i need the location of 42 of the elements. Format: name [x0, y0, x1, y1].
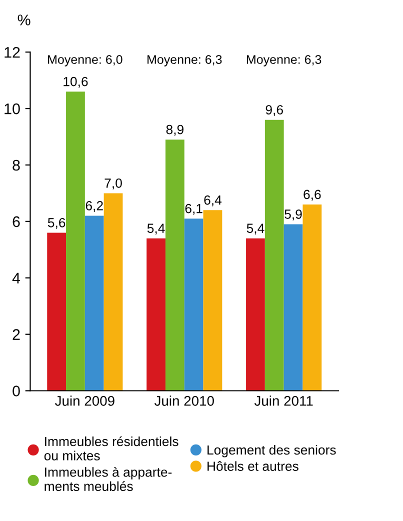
x-tick-label: Juin 2011 — [254, 396, 313, 406]
data-label: 6,1 — [185, 204, 202, 215]
annotation: Moyenne: 6,3 — [148, 55, 222, 66]
annotation: Moyenne: 6,3 — [246, 55, 322, 66]
data-label: 6,2 — [86, 201, 103, 212]
bar — [302, 204, 322, 391]
annotation: Moyenne: 6,0 — [48, 55, 122, 66]
legend-label: Logement des seniors — [208, 444, 336, 458]
y-tick-label: 10 — [4, 103, 20, 114]
data-label: 5,4 — [147, 224, 165, 235]
data-label: 6,6 — [304, 190, 321, 201]
legend-label: Immeubles à apparte- ments meublés — [44, 466, 172, 492]
y-tick-label: 0 — [12, 386, 20, 396]
data-label: 7,0 — [104, 178, 122, 190]
y-axis-title: % — [18, 14, 30, 26]
data-label: 9,6 — [266, 105, 283, 116]
y-tick-label: 12 — [4, 46, 20, 58]
legend-label: Immeubles résidentiels ou mixtes — [44, 436, 178, 460]
bar — [264, 120, 284, 391]
data-label: 5,6 — [48, 218, 66, 229]
data-label: 6,4 — [204, 195, 222, 206]
x-tick-label: Juin 2010 — [154, 396, 214, 406]
bar — [104, 193, 123, 391]
data-label: 10,6 — [64, 76, 88, 88]
x-tick-label: Juin 2009 — [55, 396, 114, 406]
bar — [47, 232, 66, 391]
bar — [284, 224, 303, 391]
bar — [146, 238, 166, 391]
bar — [66, 92, 85, 391]
bar — [165, 140, 184, 391]
legend-label: Hôtels et autres — [208, 461, 298, 471]
bar — [203, 210, 222, 391]
data-label: 8,9 — [166, 124, 184, 136]
bar — [184, 218, 204, 391]
data-label: 5,9 — [284, 210, 302, 220]
y-tick-label: 4 — [12, 272, 20, 284]
y-tick-label: 6 — [12, 216, 20, 228]
bar — [246, 238, 265, 391]
y-tick-label: 8 — [12, 160, 20, 171]
y-tick-label: 2 — [12, 329, 20, 340]
data-label: 5,4 — [246, 224, 264, 235]
bar — [84, 216, 104, 391]
